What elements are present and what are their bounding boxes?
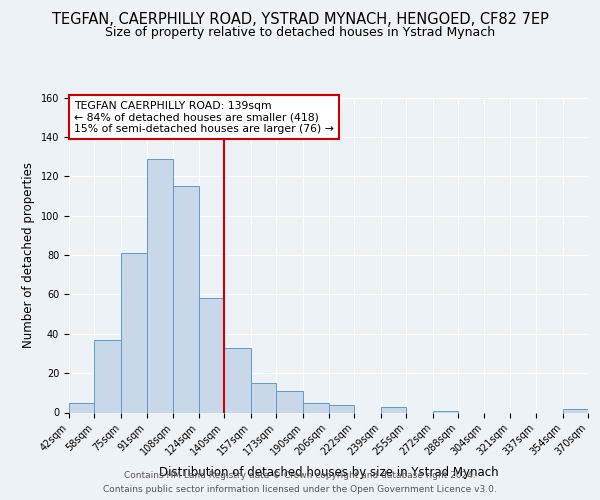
Bar [563, 408, 588, 412]
Y-axis label: Number of detached properties: Number of detached properties [22, 162, 35, 348]
Text: Contains HM Land Registry data © Crown copyright and database right 2024.: Contains HM Land Registry data © Crown c… [124, 472, 476, 480]
Bar [146, 158, 173, 412]
Bar [94, 340, 121, 412]
Bar [173, 186, 199, 412]
Bar [433, 410, 458, 412]
Text: Size of property relative to detached houses in Ystrad Mynach: Size of property relative to detached ho… [105, 26, 495, 39]
Text: TEGFAN CAERPHILLY ROAD: 139sqm
← 84% of detached houses are smaller (418)
15% of: TEGFAN CAERPHILLY ROAD: 139sqm ← 84% of … [74, 100, 334, 134]
Bar [121, 253, 146, 412]
Bar [199, 298, 224, 412]
Bar [224, 348, 251, 412]
Bar [276, 391, 303, 412]
Bar [329, 404, 354, 412]
Bar [251, 383, 276, 412]
X-axis label: Distribution of detached houses by size in Ystrad Mynach: Distribution of detached houses by size … [158, 466, 499, 478]
Bar [303, 402, 329, 412]
Bar [69, 402, 94, 412]
Text: TEGFAN, CAERPHILLY ROAD, YSTRAD MYNACH, HENGOED, CF82 7EP: TEGFAN, CAERPHILLY ROAD, YSTRAD MYNACH, … [52, 12, 548, 28]
Bar [381, 406, 406, 412]
Text: Contains public sector information licensed under the Open Government Licence v3: Contains public sector information licen… [103, 484, 497, 494]
